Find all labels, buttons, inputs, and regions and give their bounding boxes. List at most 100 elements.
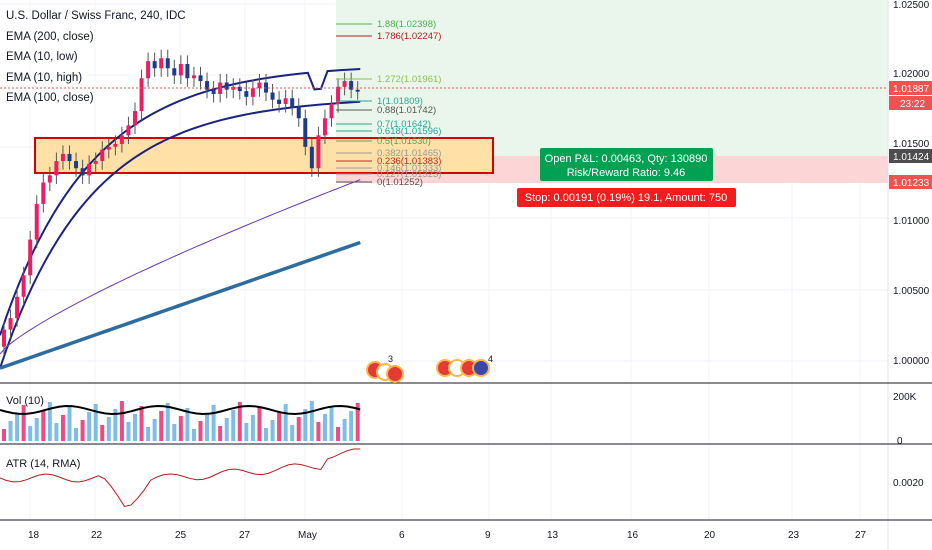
candle-body — [47, 175, 52, 183]
volume-bar — [159, 411, 164, 441]
candle-body — [211, 89, 216, 94]
volume-bar — [205, 413, 210, 441]
time-tick: 16 — [627, 530, 639, 541]
volume-bar — [211, 405, 216, 441]
volume-bar — [270, 420, 275, 441]
candle-body — [119, 135, 124, 144]
volume-bar — [309, 401, 314, 441]
volume-bar — [349, 411, 354, 441]
price-tick: 1.00500 — [893, 286, 930, 297]
event-count: 4 — [488, 354, 493, 364]
candle-body — [41, 182, 46, 204]
candle-body — [244, 91, 249, 97]
countdown-badge — [889, 96, 932, 110]
pnl-box — [540, 148, 713, 181]
candle-body — [290, 98, 295, 107]
candle-body — [283, 98, 288, 104]
candle-body — [309, 146, 314, 169]
atr-label[interactable]: ATR (14, RMA) — [6, 458, 81, 470]
entry-price-badge — [889, 149, 932, 163]
time-tick: 13 — [547, 530, 559, 541]
volume-tick: 0 — [897, 436, 903, 447]
candle-body — [34, 203, 39, 240]
economic-events[interactable]: 3 4 — [366, 354, 493, 383]
volume-bar — [316, 422, 321, 441]
time-tick: May — [298, 530, 317, 541]
stop-text: Stop: 0.00191 (0.19%) 19.1, Amount: 750 — [525, 192, 727, 204]
volume-bar — [146, 427, 151, 441]
position-info[interactable]: Open P&L: 0.00463, Qty: 130890 Risk/Rewa… — [517, 148, 736, 207]
volume-label[interactable]: Vol (10) — [6, 395, 44, 407]
chart-legend[interactable]: U.S. Dollar / Swiss Franc, 240, IDC EMA … — [6, 6, 186, 109]
price-tick: 1.02000 — [893, 69, 930, 80]
candle-body — [159, 58, 164, 69]
candle-body — [342, 81, 347, 87]
volume-bar — [336, 427, 341, 441]
price-axis[interactable]: 1.02500 1.02000 1.01500 1.01000 1.00500 … — [889, 0, 932, 367]
entry-price-label: 1.01424 — [893, 152, 930, 163]
flag-icon[interactable] — [472, 359, 490, 377]
volume-bar — [100, 425, 105, 441]
volume-bar — [277, 412, 282, 441]
volume-bar — [41, 410, 46, 441]
time-axis[interactable]: 18 22 25 27 May 6 9 13 16 20 23 27 — [28, 530, 867, 541]
stop-price-label: 1.01233 — [893, 178, 930, 189]
fib-label: 0(1.01252) — [377, 177, 423, 188]
candle-body — [133, 111, 137, 126]
volume-bar — [244, 423, 249, 441]
candle-body — [178, 63, 183, 76]
candle-body — [185, 63, 190, 79]
volume-bar — [119, 401, 124, 441]
candle-body — [152, 61, 157, 69]
volume-bar — [60, 415, 65, 441]
volume-bar — [21, 405, 26, 441]
volume-bar — [34, 418, 39, 441]
fib-label: 0.146(1.01333) — [377, 163, 441, 174]
volume-bar — [257, 407, 262, 441]
candle-body — [277, 99, 282, 104]
fib-label: 1.88(1.02398) — [377, 19, 436, 30]
time-tick: 20 — [704, 530, 716, 541]
candle-body — [296, 106, 301, 119]
candle-body — [165, 58, 170, 69]
flag-icon[interactable] — [386, 365, 404, 383]
volume-bar — [342, 419, 347, 441]
indicator-ema200[interactable]: EMA (200, close) — [6, 30, 94, 43]
fib-label: 0.88(1.01742) — [377, 105, 436, 116]
volume-bar — [355, 403, 360, 441]
ema200-line — [0, 240, 361, 370]
volume-bar — [322, 414, 327, 441]
volume-bar — [93, 404, 98, 441]
countdown-label: 23:22 — [900, 99, 925, 110]
time-tick: 18 — [28, 530, 40, 541]
volume-bar — [80, 420, 85, 441]
candle-body — [60, 153, 65, 162]
candle-body — [67, 153, 72, 162]
volume-bar — [106, 417, 111, 441]
indicator-ema10-low[interactable]: EMA (10, low) — [6, 51, 78, 63]
candle-body — [28, 239, 33, 276]
candle-body — [54, 161, 59, 176]
fib-label: 0.236(1.01383) — [377, 156, 441, 167]
volume-tick: 200K — [893, 392, 917, 403]
ema10-low-line — [0, 100, 361, 369]
atr-line — [0, 448, 361, 508]
volume-bar — [198, 421, 203, 441]
volume-bar — [178, 416, 183, 441]
price-tick: 1.01000 — [893, 216, 930, 227]
candle-body — [106, 146, 111, 150]
volume-bar — [15, 413, 20, 441]
fib-extension: 1.88(1.02398)1.786(1.02247) 1.272(1.01961… — [336, 19, 441, 188]
price-tick: 1.00000 — [893, 356, 930, 367]
candle-body — [191, 75, 196, 79]
volume-bar — [329, 406, 334, 441]
volume-bar — [8, 421, 13, 441]
volume-bar — [185, 408, 190, 441]
time-tick: 9 — [485, 530, 491, 541]
indicator-ema100[interactable]: EMA (100, close) — [6, 92, 94, 104]
indicator-ema10-high[interactable]: EMA (10, high) — [6, 71, 83, 84]
fib-label: 1.272(1.01961) — [377, 74, 441, 85]
volume-ma-line — [0, 404, 361, 415]
profit-zone — [336, 0, 888, 156]
